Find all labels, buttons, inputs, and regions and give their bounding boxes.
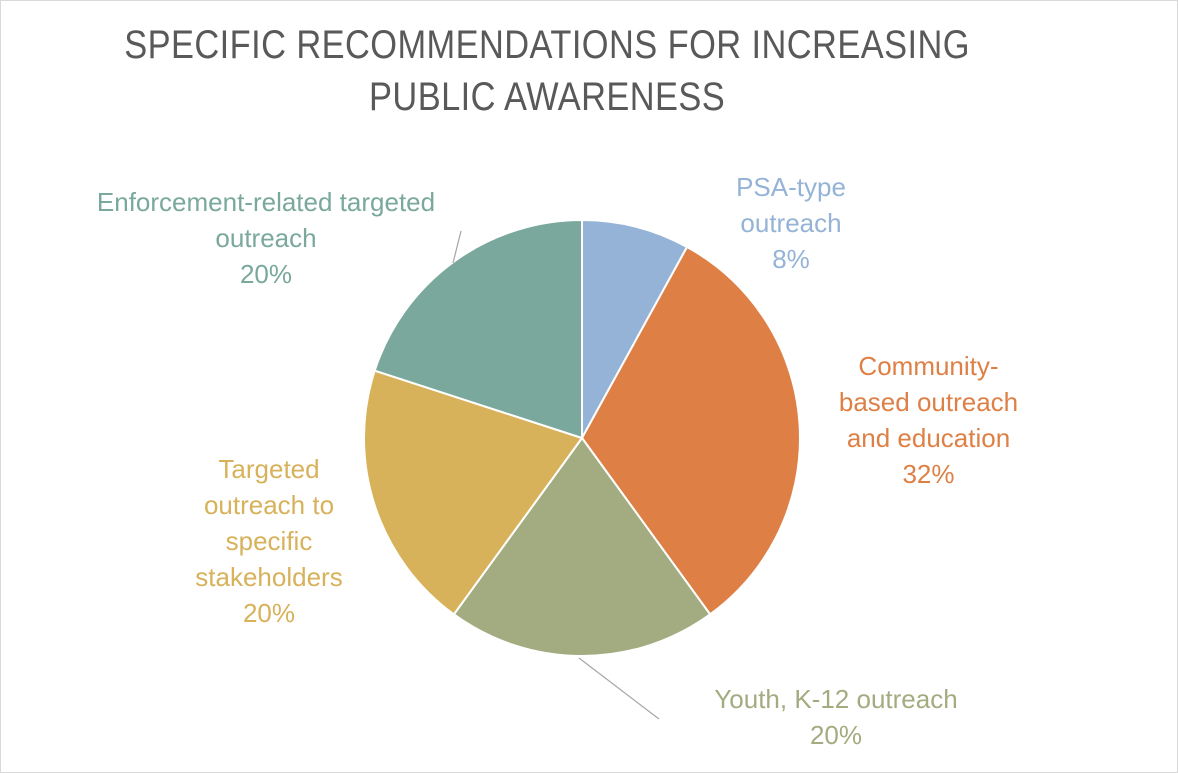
chart-title-line-1: SPECIFIC RECOMMENDATIONS FOR INCREASING — [124, 23, 970, 67]
slice-label-community-based-outreach: Community- based outreach and education … — [816, 348, 1041, 492]
slice-label-line: PSA-type — [736, 172, 846, 202]
leader-line-enforcement — [452, 230, 462, 264]
slice-percent: 20% — [239, 259, 293, 289]
pie-slice-1 — [580, 245, 801, 616]
pie-slice-2 — [452, 436, 712, 657]
slice-label-line: based outreach — [838, 387, 1019, 417]
slice-label-line: and education — [846, 423, 1011, 453]
slice-label-line: Youth, K-12 outreach — [714, 684, 958, 714]
slice-label-line: outreach — [740, 208, 842, 238]
slice-label-line: Community- — [858, 351, 999, 381]
slice-label-line: stakeholders — [195, 562, 343, 592]
slice-label-line: outreach to — [203, 490, 335, 520]
slice-percent: 32% — [902, 459, 955, 489]
pie-slice-0 — [581, 218, 689, 439]
leader-lines — [452, 230, 660, 720]
pie-slices — [363, 218, 801, 657]
slice-label-line: Enforcement-related targeted — [96, 187, 436, 217]
slice-label-youth-k12-outreach: Youth, K-12 outreach 20% — [681, 681, 991, 753]
pie-slice-3 — [363, 369, 584, 616]
slice-label-line: specific — [225, 526, 313, 556]
chart-title-line-2: PUBLIC AWARENESS — [369, 75, 726, 119]
slice-label-enforcement-related-outreach: Enforcement-related targeted outreach 20… — [61, 184, 471, 292]
slice-percent: 20% — [242, 598, 296, 628]
slice-label-line: outreach — [215, 223, 317, 253]
leader-line-youth — [578, 657, 660, 720]
chart-title: SPECIFIC RECOMMENDATIONS FOR INCREASING … — [1, 19, 1093, 123]
slice-label-targeted-outreach-stakeholders: Targeted outreach to specific stakeholde… — [169, 451, 369, 631]
slice-label-line: Targeted — [218, 454, 320, 484]
slice-label-psa-type-outreach: PSA-type outreach 8% — [701, 169, 881, 277]
slice-percent: 20% — [809, 720, 863, 750]
slice-percent: 8% — [772, 244, 810, 274]
